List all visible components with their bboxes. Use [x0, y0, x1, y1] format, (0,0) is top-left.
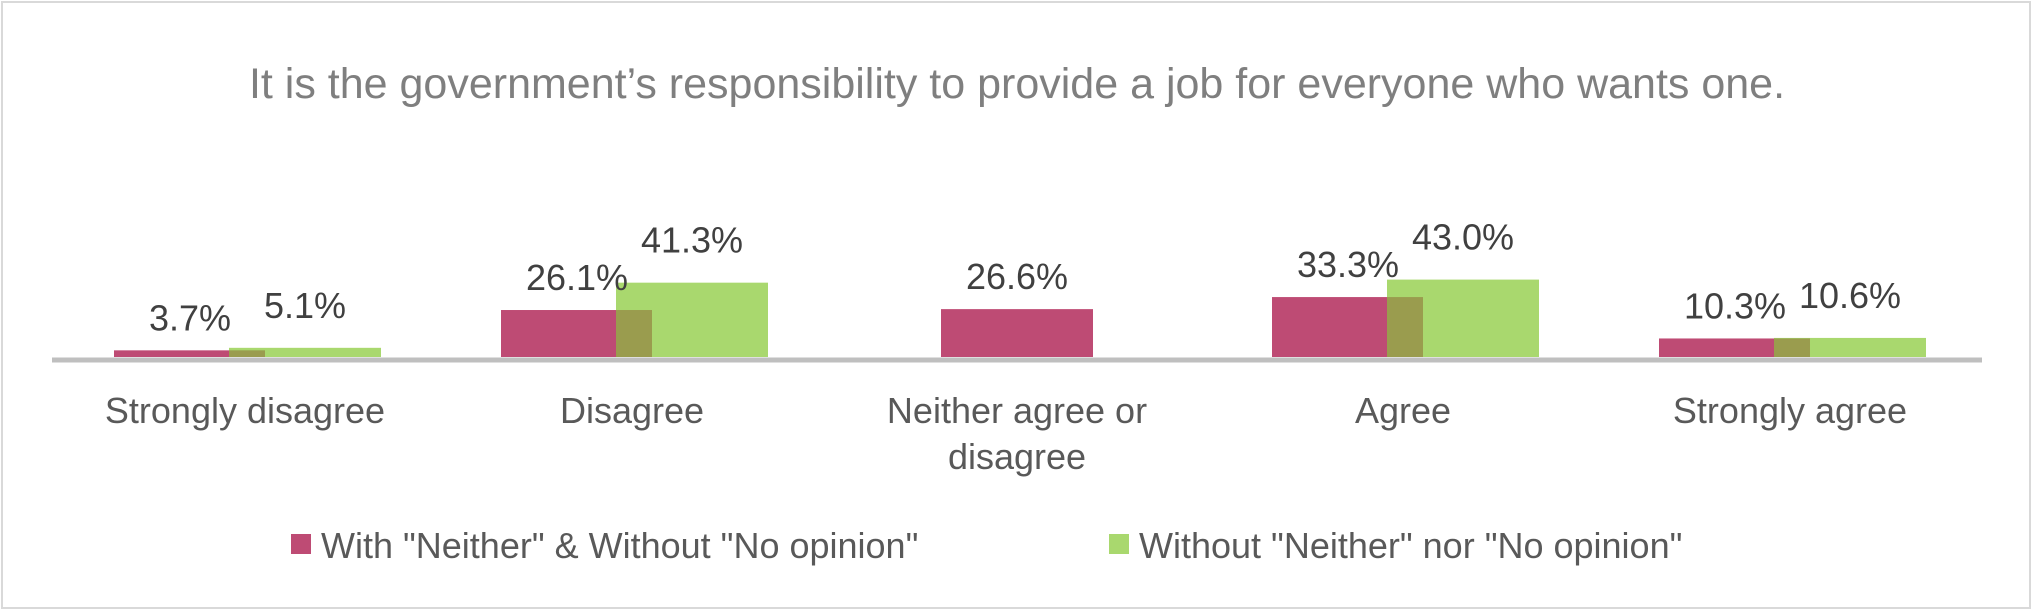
value-label-series1-3: 33.3%: [1297, 244, 1399, 285]
legend-swatch-series1: [291, 534, 311, 554]
bar-series2-4: [1774, 337, 1926, 357]
bar-overlap-0: [229, 350, 265, 357]
value-label-series1-4: 10.3%: [1684, 285, 1786, 326]
bar-series1-2: [941, 309, 1093, 357]
legend-label-series1: With "Neither" & Without "No opinion": [321, 525, 918, 566]
bar-series1-4: [1659, 338, 1811, 357]
bar-series2-0: [229, 347, 381, 357]
bar-series1-0: [114, 350, 266, 357]
legend-swatch-series2: [1109, 534, 1129, 554]
category-label-1: Disagree: [560, 390, 704, 431]
category-label-4: Strongly agree: [1673, 390, 1907, 431]
value-label-series2-0: 5.1%: [264, 285, 346, 326]
value-label-series2-3: 43.0%: [1412, 217, 1514, 258]
category-label-2: Neither agree or: [887, 390, 1147, 431]
category-labels-layer: Strongly disagree Disagree Neither agree o…: [105, 390, 1907, 477]
category-label-3: Agree: [1355, 390, 1451, 431]
value-label-series2-1: 41.3%: [641, 220, 743, 261]
bars-layer: [114, 279, 1926, 357]
bar-overlap-4: [1774, 338, 1810, 357]
category-label-0: Strongly disagree: [105, 390, 385, 431]
category-label-2: disagree: [948, 436, 1086, 477]
value-label-series1-2: 26.6%: [966, 256, 1068, 297]
bar-overlap-3: [1387, 297, 1423, 357]
value-label-series1-0: 3.7%: [149, 297, 231, 338]
value-labels-layer: 3.7% 5.1% 26.1% 41.3% 26.6% 33.3% 43.0% 10.3% 10…: [149, 217, 1901, 339]
value-label-series2-4: 10.6%: [1799, 275, 1901, 316]
value-label-series1-1: 26.1%: [526, 257, 628, 298]
legend-label-series2: Without "Neither" nor "No opinion": [1139, 525, 1682, 566]
bar-overlap-1: [616, 310, 652, 357]
legend: With "Neither" & Without "No opinion" Wit…: [291, 525, 1682, 566]
chart-title: It is the government’s responsibility to…: [249, 60, 1785, 108]
